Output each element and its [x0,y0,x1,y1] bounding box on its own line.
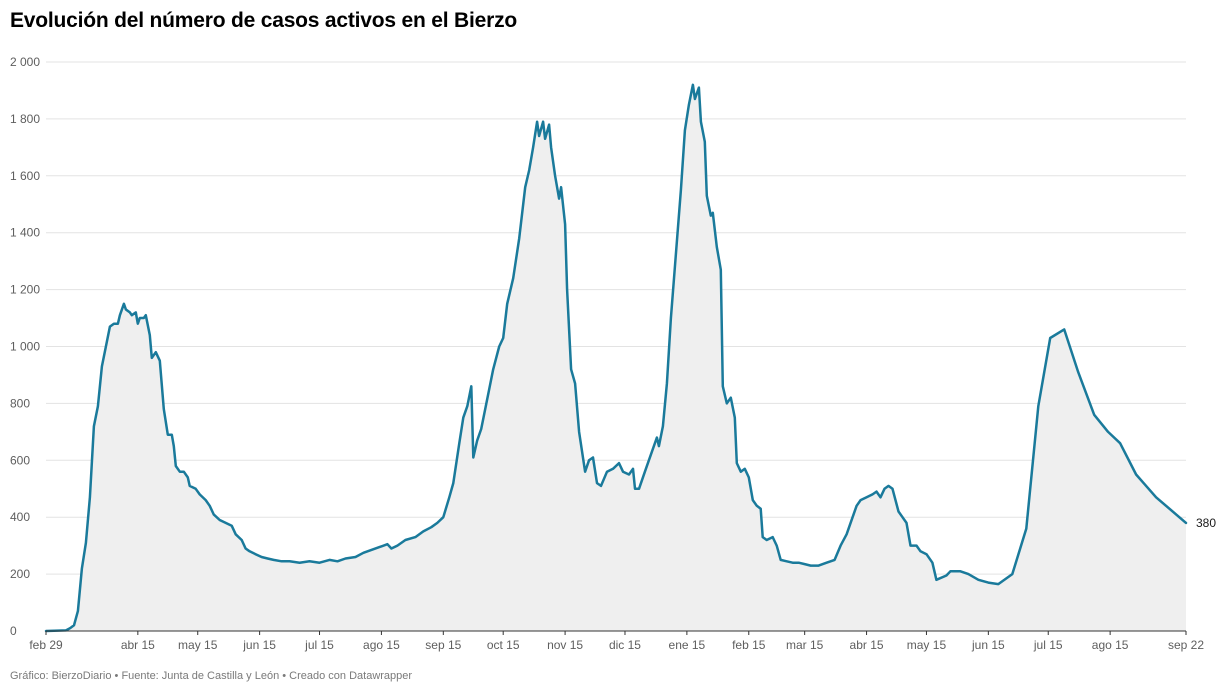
x-tick-label: jul 15 [1033,638,1063,652]
x-tick-label: oct 15 [487,638,520,652]
y-tick-label: 1 800 [10,112,40,126]
area-fill [46,84,1186,632]
chart-title: Evolución del número de casos activos en… [10,9,517,32]
x-tick-label: jun 15 [971,638,1005,652]
x-tick-label: nov 15 [547,638,583,652]
y-tick-label: 1 200 [10,283,40,297]
y-tick-label: 1 000 [10,340,40,354]
y-tick-label: 600 [10,453,30,467]
x-tick-label: may 15 [178,638,218,652]
x-tick-label: feb 29 [29,638,63,652]
series-line [44,83,1188,633]
x-tick-label: abr 15 [850,638,884,652]
end-value-label: 380 [1196,516,1216,530]
x-tick-label: feb 15 [732,638,766,652]
x-tick-label: sep 22 [1168,638,1204,652]
x-tick-label: abr 15 [121,638,155,652]
x-tick-label: ago 15 [1092,638,1129,652]
y-tick-label: 0 [10,624,17,638]
y-tick-label: 400 [10,510,30,524]
y-tick-label: 1 600 [10,169,40,183]
x-axis-labels: feb 29 abr 15 may 15 jun 15 jul 15 ago 15 sep … [29,631,1204,652]
x-tick-label: sep 15 [425,638,461,652]
y-tick-label: 1 400 [10,226,40,240]
y-tick-label: 800 [10,396,30,410]
x-tick-label: jul 15 [304,638,334,652]
x-tick-label: mar 15 [786,638,824,652]
y-tick-label: 2 000 [10,55,40,69]
x-tick-label: may 15 [907,638,947,652]
x-tick-label: jun 15 [242,638,276,652]
x-tick-label: ago 15 [363,638,400,652]
y-tick-label: 200 [10,567,30,581]
x-tick-label: ene 15 [669,638,706,652]
y-axis-labels: 0 200 400 600 800 1 000 1 200 1 400 1 600 1 800 2 … [10,55,40,638]
footer-credit: Gráfico: BierzoDiario • Fuente: Junta de… [10,670,413,682]
x-tick-label: dic 15 [609,638,641,652]
